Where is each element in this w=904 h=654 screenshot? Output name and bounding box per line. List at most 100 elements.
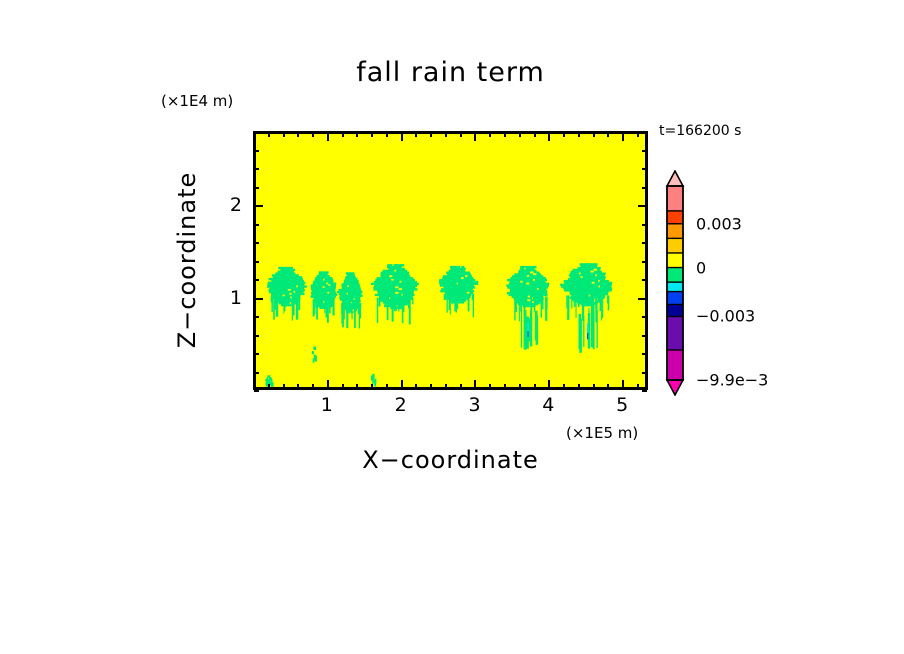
x-tick-label: 4	[542, 394, 555, 416]
y-minor-tick-right	[642, 279, 647, 281]
x-minor-tick	[563, 384, 566, 389]
y-minor-tick	[254, 371, 259, 374]
x-tick-label: 1	[320, 394, 333, 416]
rain-streak-low-2	[311, 346, 317, 363]
y-tick-label: 1	[229, 286, 242, 309]
y-minor-tick	[254, 390, 259, 392]
x-major-tick	[622, 380, 625, 389]
y-major-tick-right	[638, 297, 647, 300]
colorbar-band	[667, 238, 683, 253]
colorbar-band	[667, 282, 683, 292]
x-minor-tick	[577, 384, 580, 389]
rain-cell-7	[560, 263, 613, 353]
x-minor-tick	[356, 384, 359, 389]
x-minor-tick	[592, 384, 595, 389]
y-minor-tick	[254, 353, 259, 355]
x-minor-tick-top	[504, 132, 507, 137]
colorbar-band	[667, 223, 683, 239]
x-major-tick-top	[400, 132, 403, 141]
y-minor-tick	[254, 242, 259, 244]
x-minor-tick-top	[371, 132, 374, 137]
y-minor-tick	[254, 279, 259, 281]
x-minor-tick	[444, 384, 447, 389]
y-minor-tick	[254, 316, 259, 318]
colorbar-tick-label: −9.9e−3	[696, 370, 769, 390]
x-major-tick	[400, 380, 403, 389]
x-minor-tick-top	[341, 132, 344, 137]
x-minor-tick	[607, 384, 610, 389]
x-minor-tick-top	[533, 132, 536, 137]
colorbar-band	[667, 252, 683, 268]
y-minor-tick	[254, 168, 259, 170]
x-major-tick-top	[474, 132, 477, 141]
y-minor-tick-right	[642, 390, 647, 392]
x-major-tick-top	[548, 132, 551, 141]
x-minor-tick	[489, 384, 492, 389]
y-minor-tick	[254, 223, 259, 226]
x-minor-tick-top	[415, 132, 418, 137]
x-minor-tick	[267, 384, 270, 389]
x-axis-unit-label: (×1E5 m)	[566, 424, 639, 442]
x-minor-tick	[415, 384, 418, 389]
x-major-tick	[474, 380, 477, 389]
colorbar-band	[667, 210, 683, 224]
y-minor-tick-right	[642, 223, 647, 226]
x-minor-tick-top	[267, 132, 270, 137]
z-axis-title: Z−coordinate	[173, 171, 201, 349]
rain-cell-3	[337, 272, 363, 329]
x-minor-tick	[371, 384, 374, 389]
page-title: fall rain term	[356, 57, 545, 88]
x-major-tick-top	[326, 132, 329, 141]
colorbar-cap-bottom	[665, 379, 685, 396]
y-minor-tick-right	[642, 334, 647, 337]
colorbar-band	[667, 316, 683, 350]
y-minor-tick-right	[642, 168, 647, 170]
x-minor-tick	[297, 384, 300, 389]
plot-area	[253, 131, 648, 390]
rain-cell-2	[310, 271, 338, 323]
x-minor-tick-top	[518, 132, 521, 137]
x-minor-tick	[533, 384, 536, 389]
x-minor-tick-top	[607, 132, 610, 137]
y-minor-tick	[254, 334, 259, 337]
y-minor-tick-right	[642, 316, 647, 318]
x-minor-tick-top	[312, 132, 315, 137]
x-minor-tick-top	[577, 132, 580, 137]
y-minor-tick	[254, 260, 259, 263]
x-minor-tick-top	[459, 132, 462, 137]
y-minor-tick-right	[642, 260, 647, 263]
y-major-tick	[254, 205, 263, 207]
colorbar-gradient	[665, 170, 685, 396]
x-minor-tick	[385, 384, 388, 389]
x-minor-tick-top	[385, 132, 388, 137]
y-minor-tick-right	[642, 353, 647, 355]
y-tick-label: 2	[229, 194, 242, 216]
x-minor-tick	[504, 384, 507, 389]
x-minor-tick-top	[636, 132, 639, 137]
y-minor-tick	[254, 149, 259, 152]
x-minor-tick	[253, 384, 255, 389]
x-minor-tick-top	[430, 132, 433, 137]
colorbar-band	[667, 291, 683, 305]
x-minor-tick	[341, 384, 344, 389]
y-major-tick-right	[638, 205, 647, 207]
x-major-tick	[548, 380, 551, 389]
x-minor-tick	[518, 384, 521, 389]
z-axis-unit-label: (×1E4 m)	[161, 92, 234, 110]
colorbar-band	[667, 304, 683, 317]
colorbar	[663, 170, 687, 396]
colorbar-cap-top	[665, 170, 685, 187]
x-minor-tick-top	[563, 132, 566, 137]
timestamp-label: t=166200 s	[659, 123, 742, 139]
x-major-tick-top	[622, 132, 625, 141]
y-minor-tick-right	[642, 186, 647, 189]
colorbar-outline	[666, 185, 684, 381]
rain-cell-5	[438, 265, 479, 318]
colorbar-tick-label: −0.003	[696, 306, 756, 326]
y-major-tick	[254, 297, 263, 300]
x-minor-tick-top	[297, 132, 300, 137]
rain-cell-1	[267, 266, 307, 321]
y-minor-tick-right	[642, 242, 647, 244]
colorbar-band	[667, 267, 683, 283]
